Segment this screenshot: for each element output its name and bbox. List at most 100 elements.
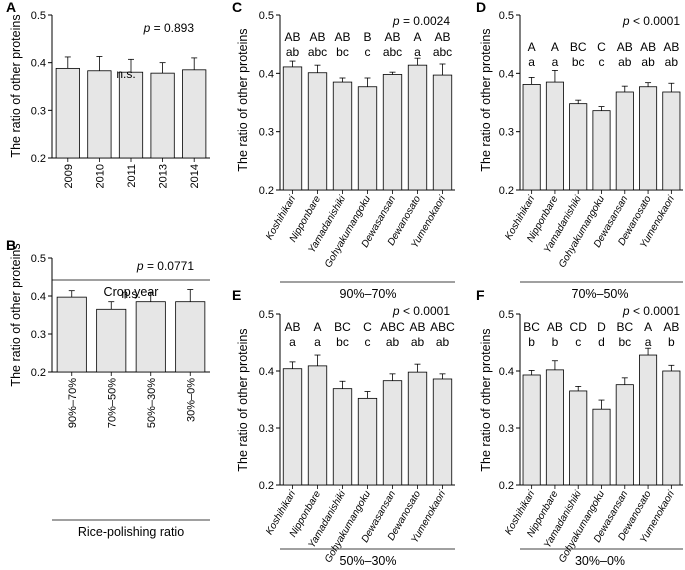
- y-tick-label: 0.2: [31, 153, 46, 165]
- y-tick-label: 0.5: [499, 309, 514, 321]
- p-symbol: p: [392, 304, 400, 318]
- group-letter-upper: B: [363, 30, 371, 44]
- x-axis-title: 90%–70%: [340, 287, 397, 301]
- group-letter-upper: CD: [570, 320, 588, 334]
- group-letter-lower: abc: [308, 45, 327, 59]
- y-tick-label: 0.5: [259, 309, 274, 321]
- bar: [332, 81, 353, 191]
- bar: [569, 103, 588, 191]
- group-letter-upper: A: [313, 320, 321, 334]
- y-axis-title: The ratio of other proteins: [236, 328, 250, 471]
- x-tick-label: 2010: [94, 164, 106, 188]
- x-tick-label: 90%–70%: [67, 378, 79, 428]
- group-letter-upper: BC: [616, 320, 633, 334]
- bar: [135, 301, 166, 373]
- panel-letter: F: [476, 287, 485, 303]
- p-value-text: = 0.0771: [144, 259, 195, 273]
- panel-f: F 0.2 0.3 0.4 0.5 The ratio of other proteins…: [476, 287, 683, 568]
- x-tick-label: 2009: [63, 164, 75, 188]
- y-axis-title: The ratio of other proteins: [479, 328, 493, 471]
- group-letter-upper: D: [597, 320, 606, 334]
- group-letter-lower: d: [598, 335, 605, 349]
- group-letter-upper: AB: [617, 40, 633, 54]
- group-letter-upper: AB: [284, 320, 300, 334]
- bar: [639, 86, 658, 191]
- bar: [307, 365, 328, 486]
- group-letter-upper: AB: [309, 30, 325, 44]
- group-letter-upper: BC: [523, 320, 540, 334]
- group-letter-upper: AB: [284, 30, 300, 44]
- panel-a: A 0.2 0.3 0.4 0.5 The ratio of other proteins…: [6, 0, 210, 299]
- y-tick-label: 0.3: [259, 423, 274, 435]
- bar: [96, 308, 127, 373]
- p-value: p = 0.893: [143, 21, 195, 35]
- bar: [56, 296, 87, 373]
- panel-letter: A: [6, 0, 16, 15]
- group-letter-lower: a: [528, 55, 535, 69]
- group-letter-lower: a: [414, 45, 421, 59]
- p-value-text: = 0.893: [150, 21, 194, 35]
- panel-letter: D: [476, 0, 486, 15]
- y-tick-label: 0.3: [31, 105, 46, 117]
- y-tick-label: 0.2: [31, 367, 46, 379]
- group-letter-lower: a: [289, 335, 296, 349]
- group-letter-upper: AB: [663, 40, 679, 54]
- p-value-text: < 0.0001: [630, 14, 681, 28]
- group-letter-lower: b: [668, 335, 675, 349]
- group-letter-upper: C: [363, 320, 372, 334]
- y-tick-label: 0.2: [259, 185, 274, 197]
- group-letter-lower: ab: [665, 55, 679, 69]
- x-axis-title: Crop year: [104, 285, 159, 299]
- group-letter-lower: a: [645, 335, 652, 349]
- group-letter-upper: BC: [570, 40, 587, 54]
- bar: [545, 369, 564, 486]
- x-axis-title: 50%–30%: [340, 554, 397, 568]
- bar: [569, 390, 588, 486]
- group-letter-lower: c: [575, 335, 581, 349]
- x-tick-label: 30%–0%: [185, 378, 197, 422]
- group-letter-upper: AB: [334, 30, 350, 44]
- bar: [662, 370, 681, 486]
- group-letter-lower: ab: [386, 335, 400, 349]
- x-tick-label: 2013: [158, 164, 170, 188]
- group-letter-upper: AB: [663, 320, 679, 334]
- y-tick-label: 0.4: [259, 366, 274, 378]
- y-tick-label: 0.4: [499, 366, 514, 378]
- bar: [282, 368, 303, 486]
- panel-letter: B: [6, 237, 16, 253]
- p-value: p < 0.0001: [622, 14, 680, 28]
- group-letter-upper: A: [413, 30, 421, 44]
- bar: [639, 354, 658, 486]
- bar: [282, 66, 303, 191]
- y-tick-label: 0.3: [499, 423, 514, 435]
- x-axis-title: Rice-polishing ratio: [78, 525, 184, 539]
- bar: [432, 74, 453, 191]
- y-tick-label: 0.2: [499, 185, 514, 197]
- group-letter-lower: a: [552, 55, 559, 69]
- y-tick-label: 0.2: [499, 480, 514, 492]
- x-tick-label: 2014: [189, 164, 201, 188]
- bar: [182, 69, 207, 159]
- y-tick-label: 0.5: [499, 10, 514, 22]
- group-letter-lower: a: [314, 335, 321, 349]
- y-tick-label: 0.4: [31, 58, 46, 70]
- y-tick-label: 0.5: [31, 253, 46, 265]
- y-axis-title: The ratio of other proteins: [479, 28, 493, 171]
- bar: [615, 384, 634, 486]
- bar: [332, 388, 353, 486]
- x-axis-title: 70%–50%: [572, 287, 629, 301]
- group-letter-upper: AB: [434, 30, 450, 44]
- panel-letter: E: [232, 287, 241, 303]
- p-symbol: p: [143, 21, 151, 35]
- significance-label: n.s.: [121, 287, 140, 301]
- p-value: p < 0.0001: [622, 304, 680, 318]
- bar: [407, 371, 428, 486]
- y-tick-label: 0.5: [31, 10, 46, 22]
- y-tick-label: 0.4: [499, 68, 514, 80]
- group-letter-lower: bc: [336, 335, 349, 349]
- p-value: p = 0.0024: [392, 14, 450, 28]
- bar: [357, 86, 378, 191]
- group-letter-upper: A: [644, 320, 652, 334]
- y-tick-label: 0.4: [259, 68, 274, 80]
